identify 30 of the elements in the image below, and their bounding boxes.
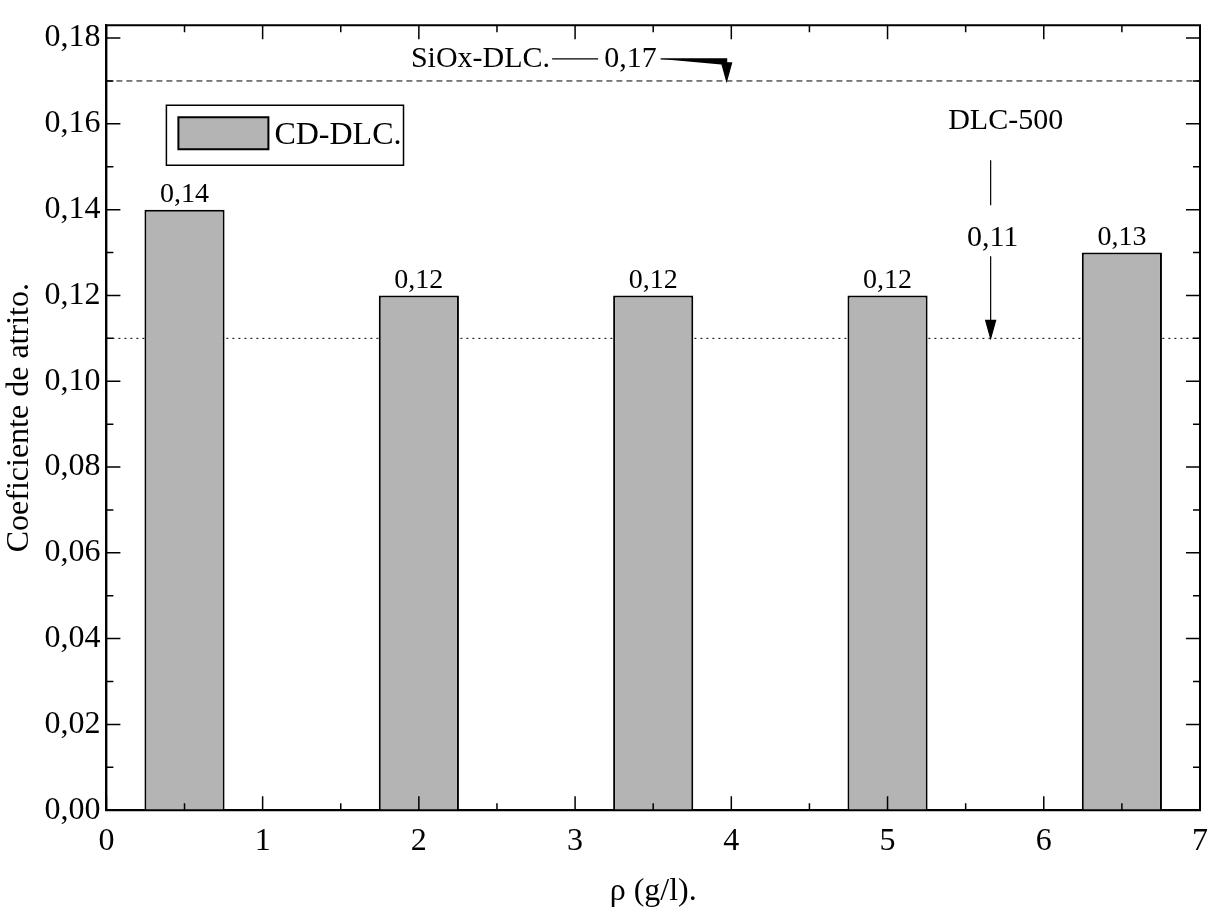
x-tick-label: 0 bbox=[98, 820, 115, 857]
x-tick-label: 4 bbox=[723, 820, 740, 857]
annotation: 0,11 bbox=[966, 219, 1019, 253]
y-tick-label: 0,00 bbox=[44, 789, 101, 826]
y-tick-label: 0,08 bbox=[44, 446, 101, 483]
y-tick-label: 0,04 bbox=[44, 618, 101, 655]
legend-label: CD-DLC. bbox=[274, 114, 402, 151]
y-tick-label: 0,10 bbox=[44, 360, 101, 397]
data-label: 0,13 bbox=[1097, 219, 1147, 251]
data-label: 0,14 bbox=[160, 177, 210, 209]
annotation: DLC-500 bbox=[948, 102, 1064, 136]
y-tick-label: 0,06 bbox=[44, 532, 101, 569]
y-tick-label: 0,16 bbox=[44, 103, 101, 140]
y-tick-label: 0,12 bbox=[44, 274, 101, 311]
data-label: 0,12 bbox=[628, 262, 678, 294]
x-tick-label: 3 bbox=[567, 820, 584, 857]
x-tick-label: 2 bbox=[410, 820, 427, 857]
x-tick-label: 5 bbox=[879, 820, 896, 857]
y-tick-label: 0,18 bbox=[44, 17, 101, 54]
y-tick-label: 0,02 bbox=[44, 703, 101, 740]
x-tick-label: 7 bbox=[1192, 820, 1208, 857]
x-axis-title: ρ (g/l). bbox=[609, 871, 697, 908]
data-label: 0,12 bbox=[863, 262, 913, 294]
annotation: 0,17 bbox=[604, 39, 657, 73]
x-tick-label: 6 bbox=[1035, 820, 1052, 857]
y-tick-label: 0,14 bbox=[44, 189, 101, 226]
y-axis-title: Coeficiente de atrito. bbox=[0, 283, 35, 553]
x-tick-label: 1 bbox=[254, 820, 271, 857]
data-label: 0,12 bbox=[394, 262, 444, 294]
annotation: SiOx-DLC. bbox=[410, 39, 551, 73]
